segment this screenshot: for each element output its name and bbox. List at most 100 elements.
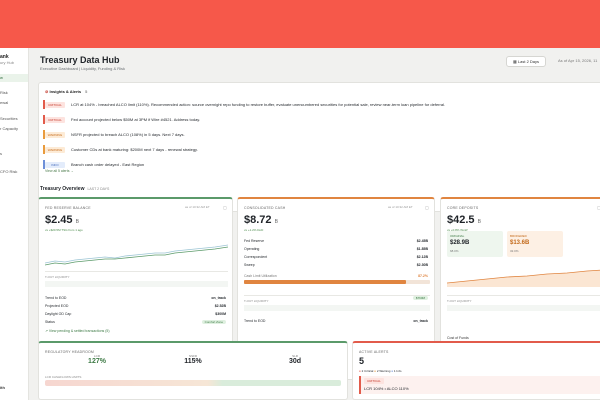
metric-label: SLR — [292, 354, 298, 358]
overview-title-text: Treasury Overview — [40, 186, 85, 192]
alerts-title: Insights & Alerts — [49, 89, 82, 94]
divider — [244, 295, 430, 296]
sidebar-item-overview[interactable]: w — [0, 74, 28, 82]
alert-text: LCR at 104% - breached ALCO limit (110%)… — [71, 102, 446, 107]
legend-critical: 2 Critical — [361, 369, 374, 373]
comment-icon[interactable]: ▢ — [425, 205, 429, 210]
util-value: 87.2% — [418, 274, 428, 278]
sidebar-item-s[interactable]: s — [0, 151, 2, 156]
tile-value: $28.9B — [450, 240, 470, 246]
card-delta: vs +0.8% WoW — [447, 228, 468, 232]
original-deposits-tile: ORIGINAL $28.9B 68.0% — [447, 231, 503, 257]
sidebar-item-risk[interactable]: Risk — [0, 90, 8, 95]
severity-badge: CRITICAL — [45, 101, 65, 108]
util-row: Cash Limit Utilization 87.2% — [244, 274, 428, 278]
liquidity-label: T-OUT LIQUIDITY — [45, 275, 70, 279]
critical-dot-icon: ● — [359, 369, 361, 373]
alert-row[interactable]: WARNING Customer CDs at bank maturing: $2… — [43, 145, 600, 154]
kv-row: Daylight OD Cap $300M — [45, 312, 226, 316]
kv-value: $2.30B — [416, 263, 428, 267]
overview-title: Treasury Overview LAST 2 DAYS — [40, 186, 109, 192]
active-alert-row[interactable]: CRITICAL LCR 104% • ALCO 110% — [359, 376, 600, 394]
alert-row[interactable]: CRITICAL Fed account projected below $50M… — [43, 115, 600, 124]
kv-key: Fed Reserve — [244, 239, 265, 243]
liquidity-label: T-OUT LIQUIDITY — [447, 299, 472, 303]
util-label: Cash Limit Utilization — [244, 274, 277, 278]
arrow-icon: ↗ — [45, 329, 49, 333]
active-alert-text: LCR 104% • ALCO 110% — [364, 386, 409, 391]
severity-badge: WARNING — [45, 146, 65, 153]
brand-name: ank — [0, 54, 9, 60]
alerts-legend: ● 2 Critical ● 2 Warning ● 1 Info — [359, 369, 401, 373]
value-number: $2.45 — [45, 214, 73, 226]
cost-of-funds-label: Cost of Funds — [447, 336, 469, 340]
bar-label: LCR CASHFLOWS LIMITS — [45, 375, 82, 379]
alert-row[interactable]: WARNING NSFR projected to breach ALCO (10… — [43, 130, 600, 139]
kv-row: Projected EOD $2.52B — [45, 304, 226, 308]
sidebar-item-renewal[interactable]: ewal — [0, 100, 9, 105]
page-subtitle: Executive Dashboard | Liquidity, Funding… — [40, 66, 126, 71]
alerts-count: 5 — [85, 89, 88, 94]
kv-row: Status Comfort Zone — [45, 320, 226, 324]
card-title: ACTIVE ALERTS — [359, 350, 389, 354]
kv-key: Correspondent — [244, 255, 268, 259]
sidebar: ank ury Hub w Risk ewal Securities r Cap… — [0, 48, 29, 400]
sidebar-item-securities[interactable]: Securities — [0, 116, 18, 121]
kv-value: $2.45B — [416, 239, 428, 243]
date-range-button[interactable]: ▦ Last 2 Days — [506, 56, 547, 67]
card-delta: vs +$20.5M TSG from 1 ago — [45, 228, 83, 232]
kv-value: $1.85B — [416, 247, 428, 251]
divider — [45, 271, 228, 272]
alert-text: Customer CDs at bank maturing: $200M nex… — [71, 147, 198, 152]
view-all-alerts-link[interactable]: View all 5 alerts → — [45, 169, 74, 173]
top-banner — [0, 0, 600, 48]
kv-row: Sweep $2.30B — [244, 263, 428, 267]
liquidity-band — [447, 305, 600, 311]
kv-value: on_track — [211, 296, 226, 300]
kv-value: on_track — [413, 319, 428, 323]
brokered-deposits-tile: BROKERED $13.6B 32.0% — [507, 231, 563, 257]
brand-sub: ury Hub — [0, 60, 15, 65]
alerts-header[interactable]: ⊘ Insights & Alerts 5 — [45, 89, 87, 94]
util-note-pill: $760M — [412, 296, 428, 300]
card-value: $8.72 B — [244, 214, 278, 226]
lcr-limits-bar — [45, 380, 341, 386]
sidebar-footer: ith — [0, 385, 5, 390]
util-bar-fill — [244, 280, 407, 284]
as-of-label: As of Apr 15, 2026, 11 — [558, 58, 598, 63]
liquidity-band — [244, 305, 430, 311]
metric-value: 127% — [88, 358, 106, 365]
transactions-link[interactable]: ↗ View pending & settled transactions (5… — [45, 329, 110, 333]
alert-row[interactable]: INFO Branch cash order delayed - East Reg… — [43, 160, 600, 169]
card-value: $42.5 B — [447, 214, 481, 226]
sidebar-item-cfo-risk[interactable]: CFO Risk — [0, 169, 18, 174]
util-note: $760M — [412, 286, 428, 304]
status-badge: Comfort Zone — [201, 320, 226, 324]
kv-key: Trend to EOD — [45, 296, 67, 300]
metric-label: LCR — [93, 354, 100, 358]
alert-text: NSFR projected to breach ALCO (108%) in … — [71, 132, 185, 137]
alert-icon: ⊘ — [45, 89, 50, 94]
card-timestamp: as of 10:32 AM ET — [185, 205, 210, 209]
overview-hint: LAST 2 DAYS — [87, 187, 110, 191]
value-number: $42.5 — [447, 214, 475, 226]
info-dot-icon: ● — [391, 369, 394, 373]
comment-icon[interactable]: ▢ — [223, 205, 227, 210]
alert-row[interactable]: CRITICAL LCR at 104% - breached ALCO limi… — [43, 100, 600, 109]
tile-label: ORIGINAL — [450, 234, 465, 238]
main-content: Treasury Data Hub Executive Dashboard | … — [30, 48, 600, 400]
kv-value: $2.52B — [214, 304, 226, 308]
insights-alerts-card: ⊘ Insights & Alerts 5 CRITICAL LCR at 104%… — [38, 82, 600, 212]
legend-info: 1 Info — [393, 369, 402, 373]
fed-sparkline — [45, 244, 228, 266]
metric-value: 30d — [288, 358, 302, 365]
liquidity-label: T-OUT LIQUIDITY — [244, 299, 269, 303]
page-title: Treasury Data Hub — [40, 55, 120, 65]
value-unit: B — [75, 219, 79, 225]
kv-key: Daylight OD Cap — [45, 312, 72, 316]
comment-icon[interactable]: ▢ — [597, 205, 600, 210]
regulatory-headroom-card: REGULATORY HEADROOM LCR 127% NSFR 115% S… — [38, 341, 348, 400]
core-sparkline — [447, 269, 600, 287]
sidebar-item-capacity[interactable]: r Capacity — [0, 126, 19, 131]
kv-row: Trend to EOD on_track — [45, 296, 226, 300]
